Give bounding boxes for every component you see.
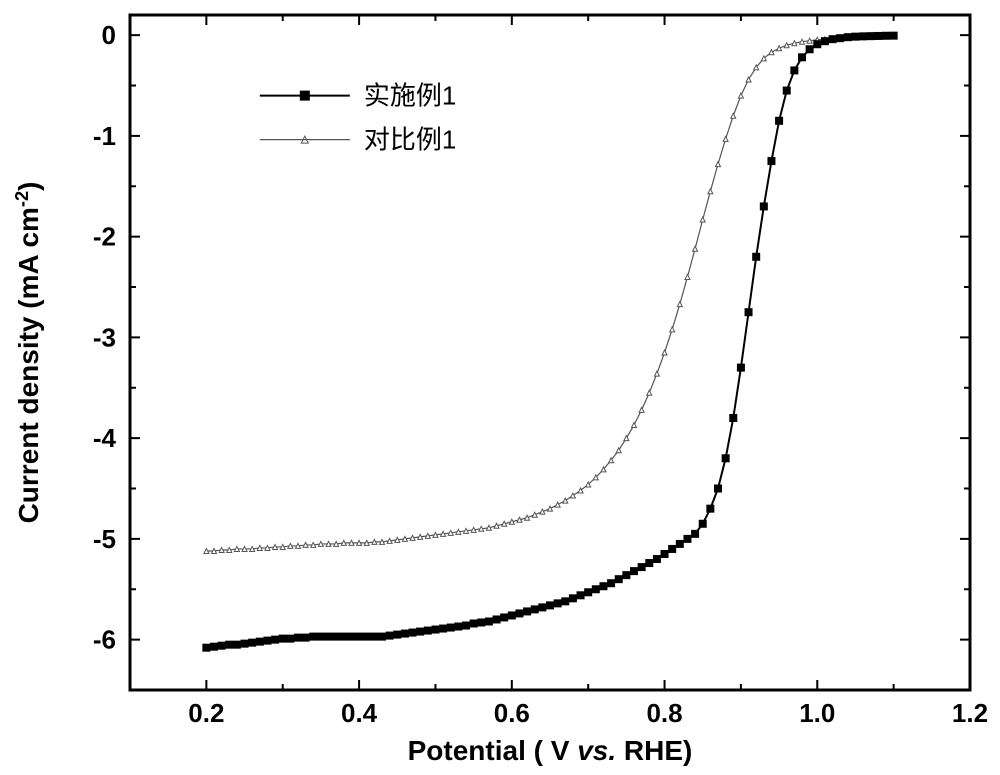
- x-axis-title: Potential ( V vs. RHE): [408, 735, 693, 766]
- y-tick-label: -5: [93, 524, 116, 554]
- chart-svg: 0.2 0.4 0.6 0.8 1.0 1.2 -6 -5 -4 -3 -2 -1 0 Potential…: [0, 0, 1000, 775]
- x-tick-label: 0.4: [341, 698, 378, 728]
- y-axis-title: Current density (mA cm-2): [12, 182, 44, 524]
- x-tick-label: 0.6: [494, 698, 530, 728]
- x-tick-label: 1.0: [799, 698, 835, 728]
- x-tick-label: 0.2: [188, 698, 224, 728]
- chart-container: 0.2 0.4 0.6 0.8 1.0 1.2 -6 -5 -4 -3 -2 -1 0 Potential…: [0, 0, 1000, 775]
- legend-label: 实施例1: [364, 81, 456, 111]
- y-tick-label: -6: [93, 625, 116, 655]
- y-tick-label: -1: [93, 121, 116, 151]
- y-tick-label: -4: [93, 423, 117, 453]
- x-tick-label: 0.8: [646, 698, 682, 728]
- x-tick-label: 1.2: [952, 698, 988, 728]
- y-tick-label: -3: [93, 322, 116, 352]
- legend-label: 对比例1: [364, 125, 456, 155]
- y-tick-label: 0: [102, 20, 116, 50]
- y-tick-label: -2: [93, 222, 116, 252]
